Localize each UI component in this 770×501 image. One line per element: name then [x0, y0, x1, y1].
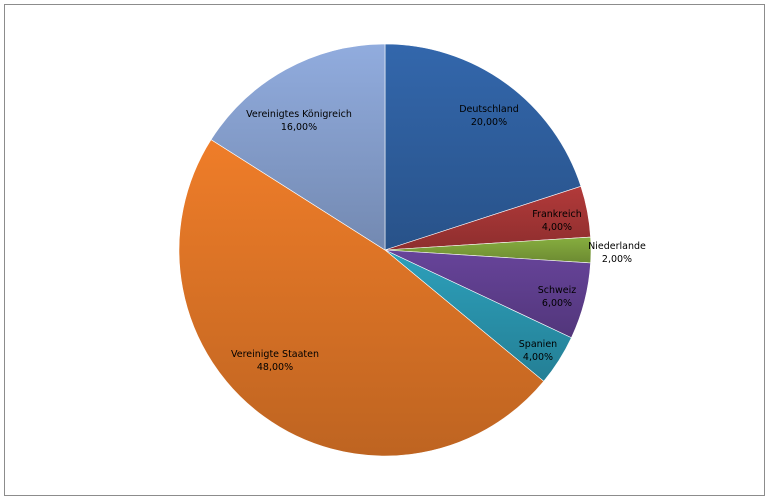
slice-label-niederlande: Niederlande 2,00%	[588, 241, 646, 265]
slice-label-spanien: Spanien 4,00%	[519, 339, 557, 363]
pie-slice-vereinigtes-königreich	[210, 43, 386, 251]
slice-label-vereinigtes-königreich: Vereinigtes Königreich 16,00%	[246, 109, 352, 133]
pie-slice-vereinigte-staaten	[178, 139, 545, 457]
slices-layer	[178, 43, 592, 457]
slice-label-deutschland: Deutschland 20,00%	[459, 104, 519, 128]
pie-slice-deutschland	[384, 43, 582, 251]
labels-layer: Deutschland 20,00% Frankreich 4,00% Niederla…	[231, 104, 646, 373]
slice-label-frankreich: Frankreich 4,00%	[532, 209, 581, 233]
slice-label-schweiz: Schweiz 6,00%	[538, 285, 577, 309]
slice-label-vereinigte-staaten: Vereinigte Staaten 48,00%	[231, 349, 319, 373]
